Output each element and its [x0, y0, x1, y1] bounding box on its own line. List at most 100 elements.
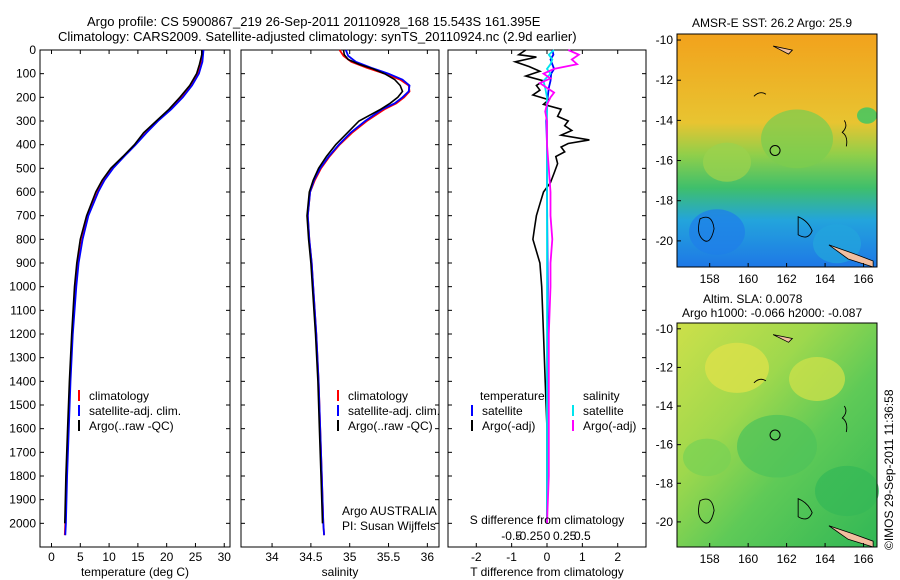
bathymetry-contour [753, 92, 767, 97]
legend-label: Argo(-adj) [482, 419, 535, 433]
field-patch [703, 142, 751, 182]
map-ytick-label: -20 [656, 515, 674, 529]
map-ytick-label: -14 [656, 113, 674, 127]
salinity-xtick-label: 34.5 [299, 550, 323, 564]
bathymetry-contour [797, 498, 813, 520]
field-patch [683, 438, 731, 477]
sst_map: 158 160 162 164 166 -10 -12 -14 -16 -18 -20 [656, 33, 878, 286]
bathymetry-contour [797, 216, 813, 238]
temperature-xtick-label: 15 [131, 550, 145, 564]
depth-tick-label: 300 [16, 114, 36, 128]
map-xtick-label: 158 [700, 272, 720, 286]
series-climatology [306, 49, 411, 536]
argo-float-marker [769, 145, 781, 156]
difference-xtick-label: -2 [471, 550, 482, 564]
depth-tick-label: 800 [16, 232, 36, 246]
bathymetry-contour [841, 120, 848, 147]
series-satellite-adj-clim- [306, 49, 411, 536]
difference-xtick-label: 1 [579, 550, 586, 564]
legend-label: Argo(..raw -QC) [89, 419, 174, 433]
depth-tick-label: 200 [16, 90, 36, 104]
salinity-panel: 34 34.5 35 35.5 36 salinity climatologysatelli… [240, 49, 440, 579]
depth-tick-label: 1700 [9, 445, 36, 459]
legend-title-salinity: salinity [583, 389, 620, 403]
map-ytick-label: -18 [656, 476, 674, 490]
difference-panel: -2 -1 0 1 2T difference from climatology temp… [447, 49, 647, 579]
salinity-frame [240, 49, 440, 548]
map-ytick-label: -10 [656, 322, 674, 336]
depth-tick-label: 900 [16, 256, 36, 270]
legend-label: climatology [89, 389, 149, 403]
top-tick-label: -0.25 [516, 529, 544, 543]
temperature-xtick-label: 0 [48, 550, 55, 564]
top-tick-label: 0 [544, 529, 551, 543]
salinity-xtick-label: 35.5 [377, 550, 401, 564]
temperature-xtick-label: 30 [218, 550, 232, 564]
depth-tick-label: 1400 [9, 374, 36, 388]
depth-tick-label: 2000 [9, 516, 36, 530]
series-salinity-argo-adj- [538, 49, 581, 524]
map-ytick-label: -12 [656, 73, 674, 87]
field-patch [705, 342, 769, 393]
sla_map: 158 160 162 164 166 -10 -12 -14 -16 -18 -20 [656, 322, 879, 566]
temperature-xtick-label: 20 [160, 550, 174, 564]
bathymetry-contour [841, 405, 848, 433]
footer-credit: ©IMOS 29-Sep-2011 11:36:58 [882, 389, 896, 551]
annotation-pi: PI: Susan Wijffels [342, 519, 436, 533]
series-temperature-argo-adj- [512, 49, 590, 524]
map-xtick-label: 158 [700, 552, 720, 566]
depth-tick-label: 1900 [9, 493, 36, 507]
depth-tick-label: 0 [29, 43, 36, 57]
series-satellite-adj-clim- [64, 49, 205, 536]
map-xtick-label: 166 [854, 552, 874, 566]
field-patch [689, 209, 745, 255]
temperature-frame [39, 49, 231, 548]
map-ytick-label: -16 [656, 438, 674, 452]
depth-tick-label: 1000 [9, 280, 36, 294]
figure-title-line1: Argo profile: CS 5900867_219 26-Sep-2011… [87, 14, 541, 29]
depth-tick-label: 1200 [9, 327, 36, 341]
map-xtick-label: 164 [815, 272, 835, 286]
map-ytick-label: -20 [656, 234, 674, 248]
bathymetry-contour [698, 216, 715, 242]
legend-label: satellite-adj. clim. [348, 404, 440, 418]
bathymetry-contour [753, 378, 767, 384]
sla_map-frame [676, 322, 878, 548]
landmass-new-caledonia [828, 244, 874, 268]
depth-tick-label: 600 [16, 185, 36, 199]
temperature-xtick-label: 5 [77, 550, 84, 564]
difference-xtick-label: 2 [614, 550, 621, 564]
legend-label: satellite-adj. clim. [89, 404, 181, 418]
series-climatology [63, 49, 204, 536]
difference-xtick-label: -1 [506, 550, 517, 564]
legend-label: climatology [348, 389, 408, 403]
depth-tick-label: 1100 [10, 303, 36, 317]
top-tick-label: -0.5 [501, 529, 522, 543]
depth-tick-label: 500 [16, 161, 36, 175]
top-tick-label: 0.25 [553, 529, 577, 543]
bathymetry-contour [698, 498, 715, 524]
map-ytick-label: -18 [656, 194, 674, 208]
series-salinity-satellite [542, 49, 555, 524]
field-patch [815, 465, 879, 517]
legend-label: Argo(-adj) [583, 419, 636, 433]
map-xtick-label: 160 [738, 552, 758, 566]
sst_map-frame [676, 33, 878, 268]
series-argo-raw-qc- [306, 49, 404, 524]
top-tick-label: 0.5 [574, 529, 591, 543]
temperature-xtick-label: 10 [102, 550, 116, 564]
map2-title: Altim. SLA: 0.0078 [703, 292, 803, 306]
map-ytick-label: -14 [656, 399, 674, 413]
map1-title: AMSR-E SST: 26.2 Argo: 25.9 [692, 16, 853, 30]
depth-tick-label: 400 [16, 138, 36, 152]
field-patch [761, 109, 833, 169]
map-xtick-label: 164 [815, 552, 835, 566]
map-xtick-label: 162 [777, 552, 797, 566]
field-patch [737, 414, 817, 478]
map2-subtitle: Argo h1000: -0.066 h2000: -0.087 [682, 306, 863, 320]
map-ytick-label: -10 [656, 33, 674, 47]
depth-tick-label: 1800 [9, 469, 36, 483]
map-xtick-label: 162 [777, 272, 797, 286]
top-axis-label: S difference from climatology [470, 513, 625, 527]
depth-tick-label: 1300 [9, 351, 36, 365]
